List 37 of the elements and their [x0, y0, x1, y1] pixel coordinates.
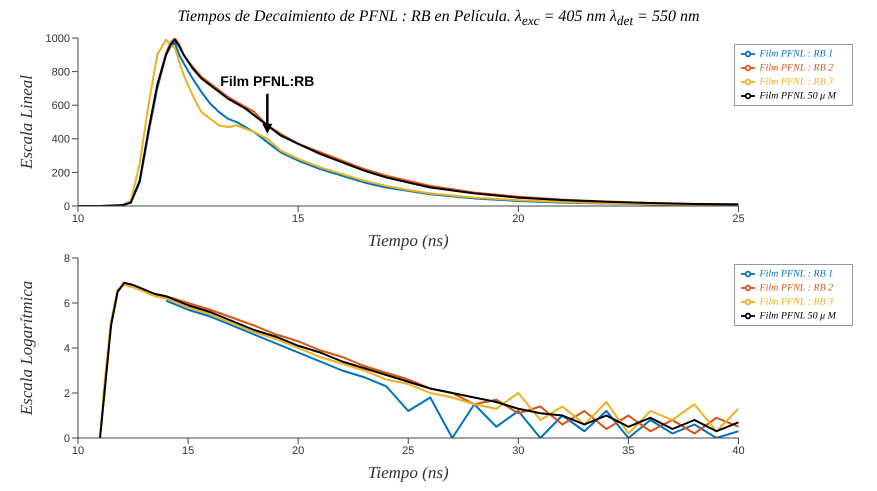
x-tick-label: 30 — [512, 444, 524, 457]
y-tick-label: 800 — [52, 66, 70, 79]
y-axis-title: Escala Logarítmica — [17, 280, 36, 416]
x-tick-label: 25 — [732, 212, 745, 225]
y-tick-label: 2 — [64, 388, 70, 400]
legend-label: Film PFNL : RB 2 — [759, 62, 834, 74]
x-tick-label: 15 — [292, 212, 304, 225]
y-tick-label: 400 — [52, 134, 70, 146]
y-tick-label: 1000 — [46, 32, 70, 45]
annotation: Film PFNL:RB — [220, 72, 314, 89]
legend-label: Film PFNL : RB 1 — [759, 268, 834, 280]
legend-label: Film PFNL : RB 3 — [759, 296, 834, 308]
y-axis-title: Escala Lineal — [17, 74, 36, 170]
legend-label: Film PFNL : RB 1 — [759, 48, 834, 60]
y-tick-label: 4 — [64, 342, 70, 355]
line-series — [165, 300, 738, 438]
x-tick-label: 40 — [732, 444, 745, 457]
x-tick-label: 10 — [72, 212, 84, 225]
y-tick-label: 200 — [52, 167, 70, 180]
y-tick-label: 8 — [64, 252, 70, 265]
y-tick-label: 600 — [52, 100, 70, 112]
legend-label: Film PFNL 50 μ M — [759, 90, 836, 102]
chart-title: Tiempos de Decaimiento de PFNL : RB en Película. λ$_{exc}$ = 405 nm λ$_{det}$ = 550 nm — [176, 8, 701, 30]
legend-label: Film PFNL : RB 2 — [759, 282, 834, 294]
y-tick-label: 0 — [64, 200, 70, 213]
x-tick-label: 20 — [512, 212, 524, 225]
x-tick-label: 15 — [182, 444, 194, 457]
x-tick-label: 10 — [72, 444, 84, 457]
x-tick-label: 25 — [402, 444, 414, 457]
x-axis-title: Tiempo (ns) — [368, 231, 449, 250]
y-tick-label: 0 — [64, 432, 70, 445]
y-tick-label: 6 — [64, 298, 70, 310]
legend-label: Film PFNL : RB 3 — [759, 76, 834, 88]
x-axis-title: Tiempo (ns) — [368, 463, 449, 482]
x-tick-label: 20 — [292, 444, 304, 457]
legend-label: Film PFNL 50 μ M — [759, 310, 836, 322]
x-tick-label: 35 — [622, 444, 635, 457]
